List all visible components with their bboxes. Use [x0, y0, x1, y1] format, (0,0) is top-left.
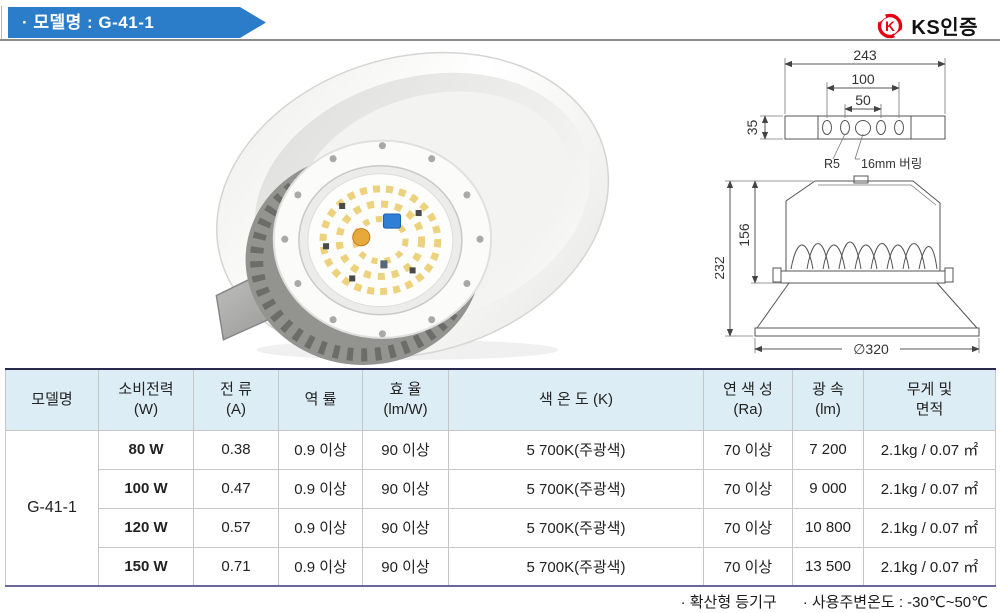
- cell-cct: 5 700K(주광색): [448, 429, 704, 470]
- cell-weight: 2.1kg / 0.07 ㎡: [863, 546, 996, 587]
- cell-flux: 10 800: [792, 507, 864, 548]
- cell-weight: 2.1kg / 0.07 ㎡: [863, 507, 996, 548]
- col-header-current: 전 류 (A): [193, 368, 279, 431]
- table-row: 150 W 0.71 0.9 이상 90 이상 5 700K(주광색) 70 이…: [6, 546, 996, 587]
- ks-mark-icon: K: [877, 12, 905, 39]
- dim-50: 50: [855, 92, 871, 108]
- cell-cri: 70 이상: [703, 429, 793, 470]
- col-header-flux: 광 속 (lm): [792, 368, 864, 431]
- cell-current: 0.71: [193, 546, 279, 587]
- left-edge-tick: [1, 6, 2, 40]
- table-row: 100 W 0.47 0.9 이상 90 이상 5 700K(주광색) 70 이…: [6, 468, 996, 509]
- dim-156: 156: [736, 223, 752, 247]
- model-banner-label: · 모델명 : G-41-1: [22, 13, 155, 32]
- cell-eff: 90 이상: [362, 507, 449, 548]
- cell-pf: 0.9 이상: [278, 546, 363, 587]
- svg-text:K: K: [886, 19, 896, 34]
- footer-notes: · 확산형 등기구 · 사용주변온도 : -30℃~50℃: [681, 591, 988, 612]
- cell-current: 0.47: [193, 468, 279, 509]
- cell-current: 0.38: [193, 429, 279, 470]
- dim-232: 232: [715, 256, 727, 280]
- cell-cri: 70 이상: [703, 546, 793, 587]
- note-ambient-temp: · 사용주변온도 : -30℃~50℃: [802, 594, 988, 611]
- dim-diameter: ∅320: [853, 341, 889, 357]
- cell-flux: 9 000: [792, 468, 864, 509]
- drawing-top-view: 243 100 50 35 R5 16mm 버링: [744, 47, 946, 171]
- cell-flux: 13 500: [792, 546, 864, 587]
- drawing-side-view: 232 156 ∅320: [715, 175, 980, 357]
- ks-certification-badge: K KS인증: [876, 11, 978, 40]
- label-burring: 16mm 버링: [861, 157, 922, 171]
- table-header-row: 모델명 소비전력 (W) 전 류 (A) 역 률 효 율 (lm/W) 색 온 도 (…: [5, 368, 996, 431]
- col-header-power-factor: 역 률: [278, 368, 363, 431]
- col-header-model: 모델명: [5, 368, 99, 431]
- led-module: [298, 164, 463, 316]
- cell-cct: 5 700K(주광색): [448, 468, 704, 509]
- orange-component: [352, 228, 371, 247]
- cell-flux: 7 200: [792, 429, 864, 470]
- cell-pf: 0.9 이상: [278, 429, 363, 470]
- cell-watt: 100 W: [98, 468, 194, 509]
- cell-cri: 70 이상: [703, 507, 793, 548]
- table-row: G-41-1 80 W 0.38 0.9 이상 90 이상 5 700K(주광색…: [5, 429, 996, 587]
- model-banner: · 모델명 : G-41-1: [8, 7, 266, 38]
- cell-pf: 0.9 이상: [278, 468, 363, 509]
- blue-component: [382, 213, 402, 229]
- spec-table: 모델명 소비전력 (W) 전 류 (A) 역 률 효 율 (lm/W) 색 온 도 (…: [5, 368, 996, 587]
- dim-100: 100: [851, 71, 875, 87]
- cell-watt: 120 W: [98, 507, 194, 548]
- cell-eff: 90 이상: [362, 546, 449, 587]
- col-header-cct: 색 온 도 (K): [448, 368, 704, 431]
- cell-watt: 150 W: [98, 546, 194, 587]
- dim-243: 243: [853, 47, 877, 63]
- header-divider-line: [0, 39, 1000, 41]
- cell-model: G-41-1: [5, 429, 99, 587]
- col-header-cri: 연 색 성 (Ra): [703, 368, 793, 431]
- cell-cct: 5 700K(주광색): [448, 546, 704, 587]
- cell-cri: 70 이상: [703, 468, 793, 509]
- table-row: 120 W 0.57 0.9 이상 90 이상 5 700K(주광색) 70 이…: [6, 507, 996, 548]
- cell-eff: 90 이상: [362, 429, 449, 470]
- cell-pf: 0.9 이상: [278, 507, 363, 548]
- cell-watt: 80 W: [98, 429, 194, 470]
- cell-weight: 2.1kg / 0.07 ㎡: [863, 468, 996, 509]
- cell-current: 0.57: [193, 507, 279, 548]
- cell-eff: 90 이상: [362, 468, 449, 509]
- ks-label: KS인증: [911, 17, 978, 39]
- cell-cct: 5 700K(주광색): [448, 507, 704, 548]
- label-r5: R5: [824, 157, 840, 171]
- col-header-power: 소비전력 (W): [98, 368, 194, 431]
- note-diffuse-type: · 확산형 등기구: [680, 594, 777, 611]
- dim-35: 35: [744, 120, 760, 136]
- cell-weight: 2.1kg / 0.07 ㎡: [863, 429, 996, 470]
- col-header-weight: 무게 및 면적: [863, 368, 996, 431]
- product-photo: [215, 51, 610, 365]
- col-header-efficacy: 효 율 (lm/W): [362, 368, 449, 431]
